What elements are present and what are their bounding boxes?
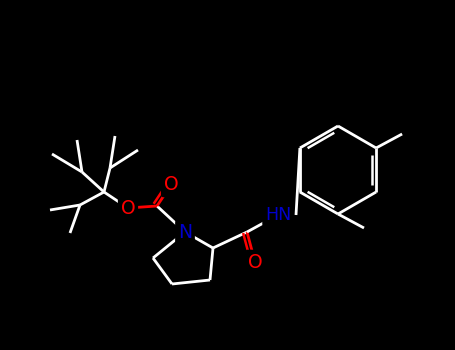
Text: O: O [248,252,263,272]
Text: O: O [164,175,178,195]
Text: N: N [178,223,192,241]
Text: O: O [121,198,135,217]
Text: HN: HN [265,206,291,224]
